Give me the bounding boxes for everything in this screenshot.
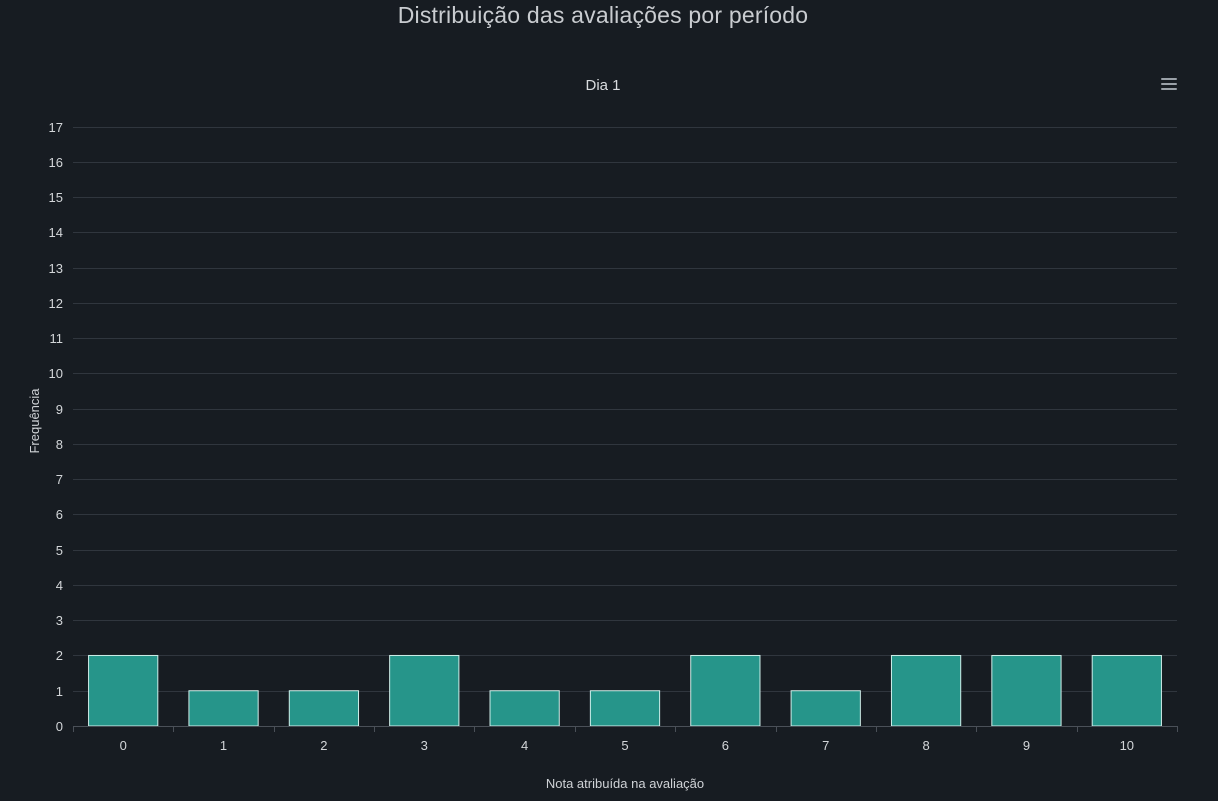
bar[interactable]: [88, 654, 159, 727]
bar[interactable]: [489, 690, 560, 727]
x-tick-label: 10: [1120, 738, 1134, 753]
hamburger-menu-icon[interactable]: [1158, 75, 1180, 93]
y-tick-label: 5: [56, 543, 63, 558]
x-tick-label: 4: [521, 738, 528, 753]
y-tick-label: 3: [56, 613, 63, 628]
y-axis-title: Frequência: [27, 388, 42, 454]
y-tick-label: 7: [56, 472, 63, 487]
y-tick-label: 8: [56, 437, 63, 452]
y-tick-label: 10: [49, 366, 63, 381]
y-tick-label: 4: [56, 578, 63, 593]
bar[interactable]: [690, 654, 761, 727]
x-tick-label: 2: [320, 738, 327, 753]
bar[interactable]: [890, 654, 962, 727]
y-tick-label: 9: [56, 402, 63, 417]
bar[interactable]: [389, 654, 460, 727]
y-tick-label: 1: [56, 684, 63, 699]
y-tick-label: 0: [56, 719, 63, 734]
y-tick-label: 12: [49, 296, 63, 311]
x-axis-title: Nota atribuída na avaliação: [546, 776, 704, 791]
menu-bar: [1161, 83, 1177, 85]
x-tick-label: 6: [722, 738, 729, 753]
menu-bar: [1161, 78, 1177, 80]
x-tick-label: 1: [220, 738, 227, 753]
y-tick-label: 6: [56, 507, 63, 522]
bar[interactable]: [1091, 654, 1162, 727]
grid-lines: [73, 127, 1177, 692]
y-tick-label: 13: [49, 261, 63, 276]
bar[interactable]: [790, 690, 861, 727]
x-tick-label: 5: [621, 738, 628, 753]
y-tick-label: 14: [49, 225, 63, 240]
x-tick-label: 7: [822, 738, 829, 753]
y-tick-label: 2: [56, 648, 63, 663]
bar[interactable]: [991, 654, 1062, 727]
bars: [88, 654, 1162, 727]
y-tick-label: 15: [49, 190, 63, 205]
x-tick-label: 3: [421, 738, 428, 753]
y-tick-label: 11: [50, 331, 64, 346]
page-title: Distribuição das avaliações por período: [397, 2, 809, 28]
x-tick-label: 0: [120, 738, 127, 753]
y-tick-label: 17: [49, 120, 63, 135]
x-tick-label: 8: [922, 738, 929, 753]
menu-bar: [1161, 88, 1177, 90]
x-tick-label: 9: [1023, 738, 1030, 753]
bar[interactable]: [288, 690, 360, 727]
y-tick-label: 16: [49, 155, 63, 170]
bar[interactable]: [589, 690, 661, 727]
bar[interactable]: [188, 690, 259, 727]
chart-title: Dia 1: [585, 77, 621, 94]
